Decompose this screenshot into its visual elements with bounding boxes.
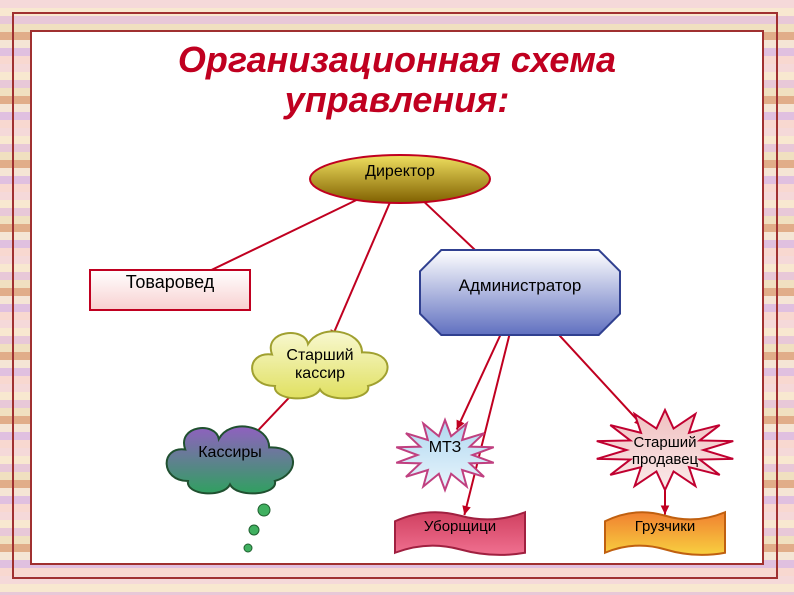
title-line1: Организационная схема (178, 39, 616, 80)
page-title: Организационная схема управления: (0, 40, 794, 119)
title-line2: управления: (285, 79, 510, 120)
